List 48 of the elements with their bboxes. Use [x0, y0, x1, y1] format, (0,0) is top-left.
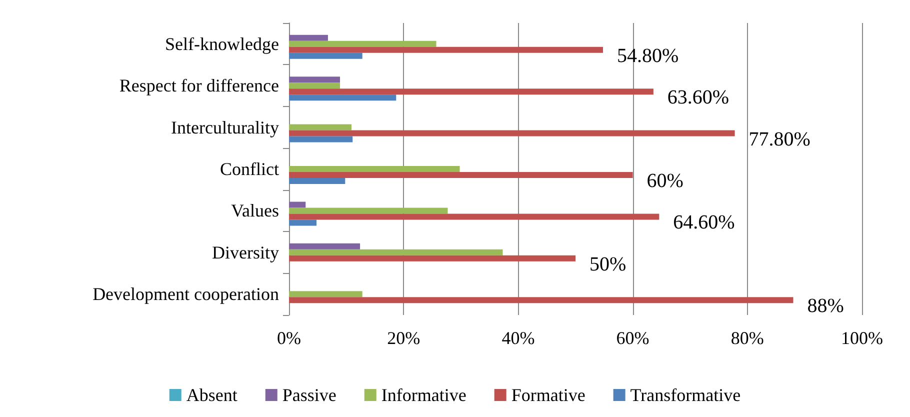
- bar: [289, 52, 362, 59]
- bar: [289, 124, 352, 130]
- bar: [289, 243, 360, 250]
- x-tick-label: 20%: [387, 328, 420, 348]
- bar: [289, 249, 503, 256]
- legend-label: Transformative: [630, 385, 741, 405]
- bar: [289, 166, 460, 172]
- bar: [289, 208, 448, 214]
- data-label: 50%: [590, 253, 626, 276]
- bar: [289, 202, 306, 208]
- data-label: 77.80%: [748, 128, 810, 150]
- data-label: 88%: [807, 295, 844, 318]
- bar: [289, 297, 794, 304]
- x-tick-label: 80%: [730, 328, 764, 348]
- bar: [289, 178, 346, 184]
- bar: [289, 46, 604, 53]
- bar: [289, 291, 362, 298]
- bar: [289, 40, 436, 47]
- y-tick-label: Diversity: [212, 242, 279, 262]
- legend-label: Formative: [511, 385, 586, 405]
- x-tick-label: 60%: [616, 328, 650, 348]
- bar: [289, 94, 396, 101]
- x-tick-label: 100%: [841, 328, 883, 348]
- y-tick-label: Self-knowledge: [165, 34, 280, 54]
- bar: [289, 136, 353, 142]
- data-label: 54.80%: [617, 44, 679, 67]
- bar: [289, 214, 660, 220]
- y-tick-label: Respect for difference: [119, 76, 279, 96]
- y-tick-label: Values: [231, 200, 279, 221]
- bar: [289, 82, 340, 89]
- x-tick-label: 0%: [277, 328, 301, 348]
- x-tick-label: 40%: [502, 328, 535, 348]
- legend-label: Passive: [282, 385, 336, 405]
- bar: [289, 220, 317, 226]
- bar: [289, 172, 633, 178]
- data-label: 60%: [646, 170, 684, 192]
- y-tick-label: Interculturality: [171, 117, 279, 138]
- bar: [289, 255, 576, 262]
- data-label: 63.60%: [667, 86, 730, 109]
- legend-label: Absent: [186, 385, 238, 405]
- data-label: 64.60%: [673, 212, 735, 234]
- y-tick-label: Conflict: [220, 159, 279, 179]
- y-tick-label: Development cooperation: [92, 284, 279, 304]
- bar: [289, 88, 654, 95]
- bar: [289, 130, 735, 136]
- bar: [289, 34, 328, 41]
- legend-label: Informative: [381, 385, 466, 405]
- bar: [289, 76, 340, 83]
